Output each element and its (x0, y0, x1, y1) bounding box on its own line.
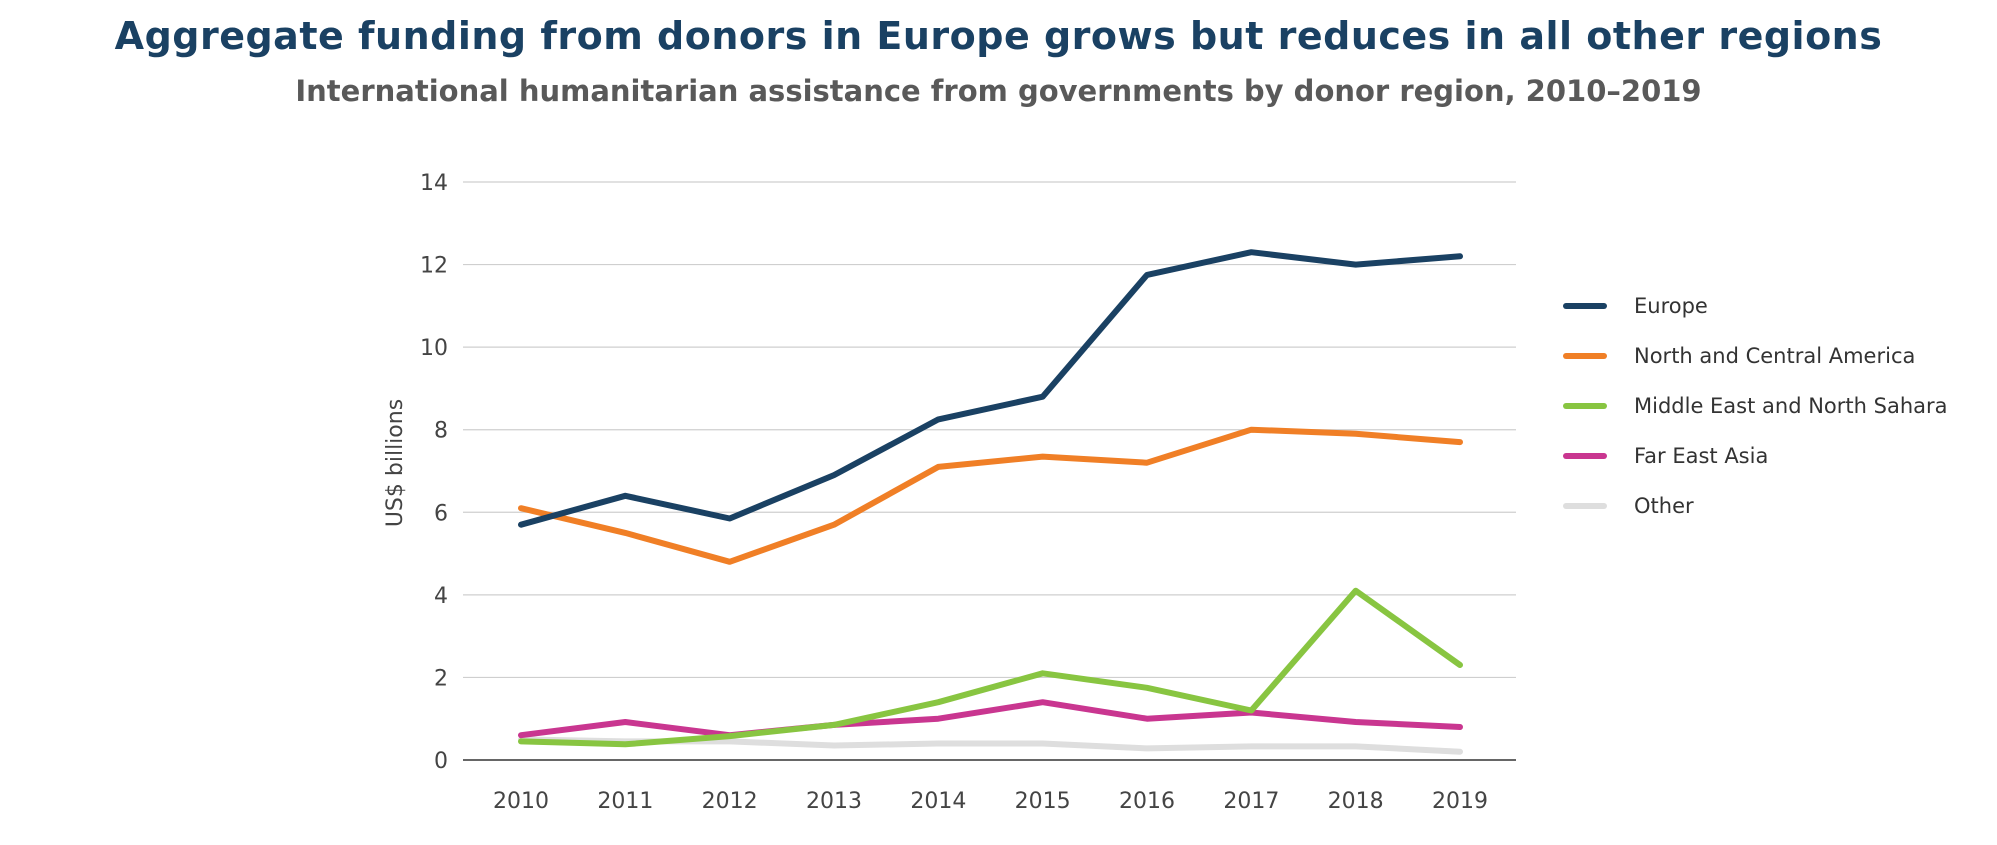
chart-title: Aggregate funding from donors in Europe … (114, 14, 1883, 58)
y-axis-ticks: 0 2 4 6 8 10 12 14 (420, 171, 448, 774)
series-line-far-east-asia (518, 699, 1463, 739)
y-tick-label: 14 (420, 171, 448, 196)
x-tick-label: 2016 (1119, 789, 1175, 814)
series-line-middle-east-and-north-sahara (518, 587, 1463, 748)
y-tick-label: 0 (434, 749, 448, 774)
legend-label-middle-east-and-north-sahara: Middle East and North Sahara (1634, 394, 1948, 418)
grid-lines (463, 181, 1516, 679)
y-tick-label: 2 (434, 666, 448, 691)
legend: Europe North and Central America Middle Ea… (1563, 294, 1948, 518)
legend-label-north-and-central-america: North and Central America (1634, 344, 1915, 368)
x-tick-label: 2018 (1328, 789, 1384, 814)
x-tick-label: 2017 (1223, 789, 1279, 814)
x-tick-label: 2015 (1015, 789, 1071, 814)
legend-label-far-east-asia: Far East Asia (1634, 444, 1768, 468)
y-tick-label: 10 (420, 336, 448, 361)
legend-label-other: Other (1634, 494, 1694, 518)
x-tick-label: 2011 (597, 789, 653, 814)
y-axis-label: US$ billions (383, 399, 408, 527)
x-tick-label: 2014 (910, 789, 966, 814)
x-axis-ticks: 2010 2011 2012 2013 2014 2015 2016 2017 2018 2019 (493, 789, 1488, 814)
x-tick-label: 2012 (702, 789, 758, 814)
series-line-europe (518, 249, 1463, 528)
x-tick-label: 2013 (806, 789, 862, 814)
y-tick-label: 12 (420, 254, 448, 279)
legend-label-europe: Europe (1634, 294, 1708, 318)
y-tick-label: 8 (434, 419, 448, 444)
chart-subtitle: International humanitarian assistance fr… (295, 74, 1702, 108)
y-tick-label: 6 (434, 501, 448, 526)
x-tick-label: 2019 (1432, 789, 1488, 814)
x-tick-label: 2010 (493, 789, 549, 814)
series-line-north-and-central-america (518, 426, 1463, 565)
series-lines (518, 249, 1463, 755)
y-tick-label: 4 (434, 584, 448, 609)
